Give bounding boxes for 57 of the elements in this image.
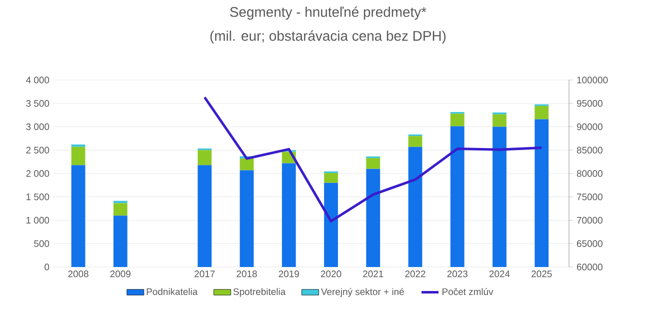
x-tick-label: 2025 — [532, 270, 552, 278]
y-tick-label: 3 000 — [26, 123, 50, 130]
x-tick-label: 2024 — [489, 270, 510, 278]
y2-tick-label: 85000 — [576, 146, 602, 154]
y-tick-label: 0 — [44, 264, 50, 270]
bar — [198, 165, 212, 267]
legend-label: Verejný sektor + iné — [320, 288, 404, 297]
bar — [71, 165, 86, 267]
bar — [366, 168, 380, 267]
bar — [534, 106, 549, 120]
y2-tick-label: 65000 — [576, 240, 602, 247]
y-tick-label: 3 500 — [26, 100, 50, 107]
bar — [492, 114, 506, 127]
x-tick-label: 2020 — [320, 270, 342, 278]
y2-tick-label: 95000 — [576, 100, 602, 107]
y-tick-label: 2 500 — [26, 146, 50, 154]
bar — [324, 173, 338, 183]
bar — [113, 216, 128, 267]
bar — [282, 163, 296, 267]
chart-title: Segmenty - hnuteľné predmety* — [230, 6, 426, 20]
bar — [492, 126, 506, 267]
y2-tick-label: 90000 — [576, 123, 602, 130]
bar — [534, 119, 549, 267]
y2-tick-label: 75000 — [576, 194, 602, 200]
y-tick-label: 2 000 — [26, 170, 50, 177]
bar — [366, 158, 380, 169]
bar — [408, 136, 422, 147]
legend-label: Počet zmlúv — [442, 288, 494, 296]
x-tick-label: 2008 — [68, 270, 88, 278]
bar — [71, 146, 86, 166]
bar — [450, 126, 464, 267]
legend-label: Podnikatelia — [146, 288, 198, 296]
y-tick-label: 500 — [34, 240, 50, 247]
y2-tick-label: 70000 — [576, 216, 602, 224]
x-tick-label: 2009 — [110, 270, 130, 278]
y2-tick-label: 80000 — [576, 170, 602, 177]
bar — [240, 158, 254, 170]
x-tick-label: 2018 — [236, 270, 257, 278]
y-tick-label: 4 000 — [26, 76, 50, 84]
bar — [408, 146, 422, 267]
y2-tick-label: 100000 — [577, 76, 608, 84]
bar — [450, 114, 464, 126]
x-tick-label: 2023 — [447, 270, 468, 278]
x-tick-label: 2019 — [278, 270, 299, 278]
x-tick-label: 2021 — [363, 270, 384, 278]
chart-subtitle: (mil. eur; obstarávacia cena bez DPH) — [210, 30, 446, 44]
y-tick-label: 1 000 — [26, 216, 50, 224]
x-tick-label: 2017 — [194, 270, 215, 278]
bar — [113, 203, 128, 216]
bar — [240, 170, 254, 267]
x-tick-label: 2022 — [405, 270, 426, 278]
y2-tick-label: 60000 — [576, 264, 602, 270]
y-tick-label: 1 500 — [26, 194, 50, 200]
legend-label: Spotrebitelia — [233, 288, 286, 297]
bar — [198, 150, 212, 166]
bar — [324, 182, 338, 267]
line-series — [203, 96, 543, 222]
